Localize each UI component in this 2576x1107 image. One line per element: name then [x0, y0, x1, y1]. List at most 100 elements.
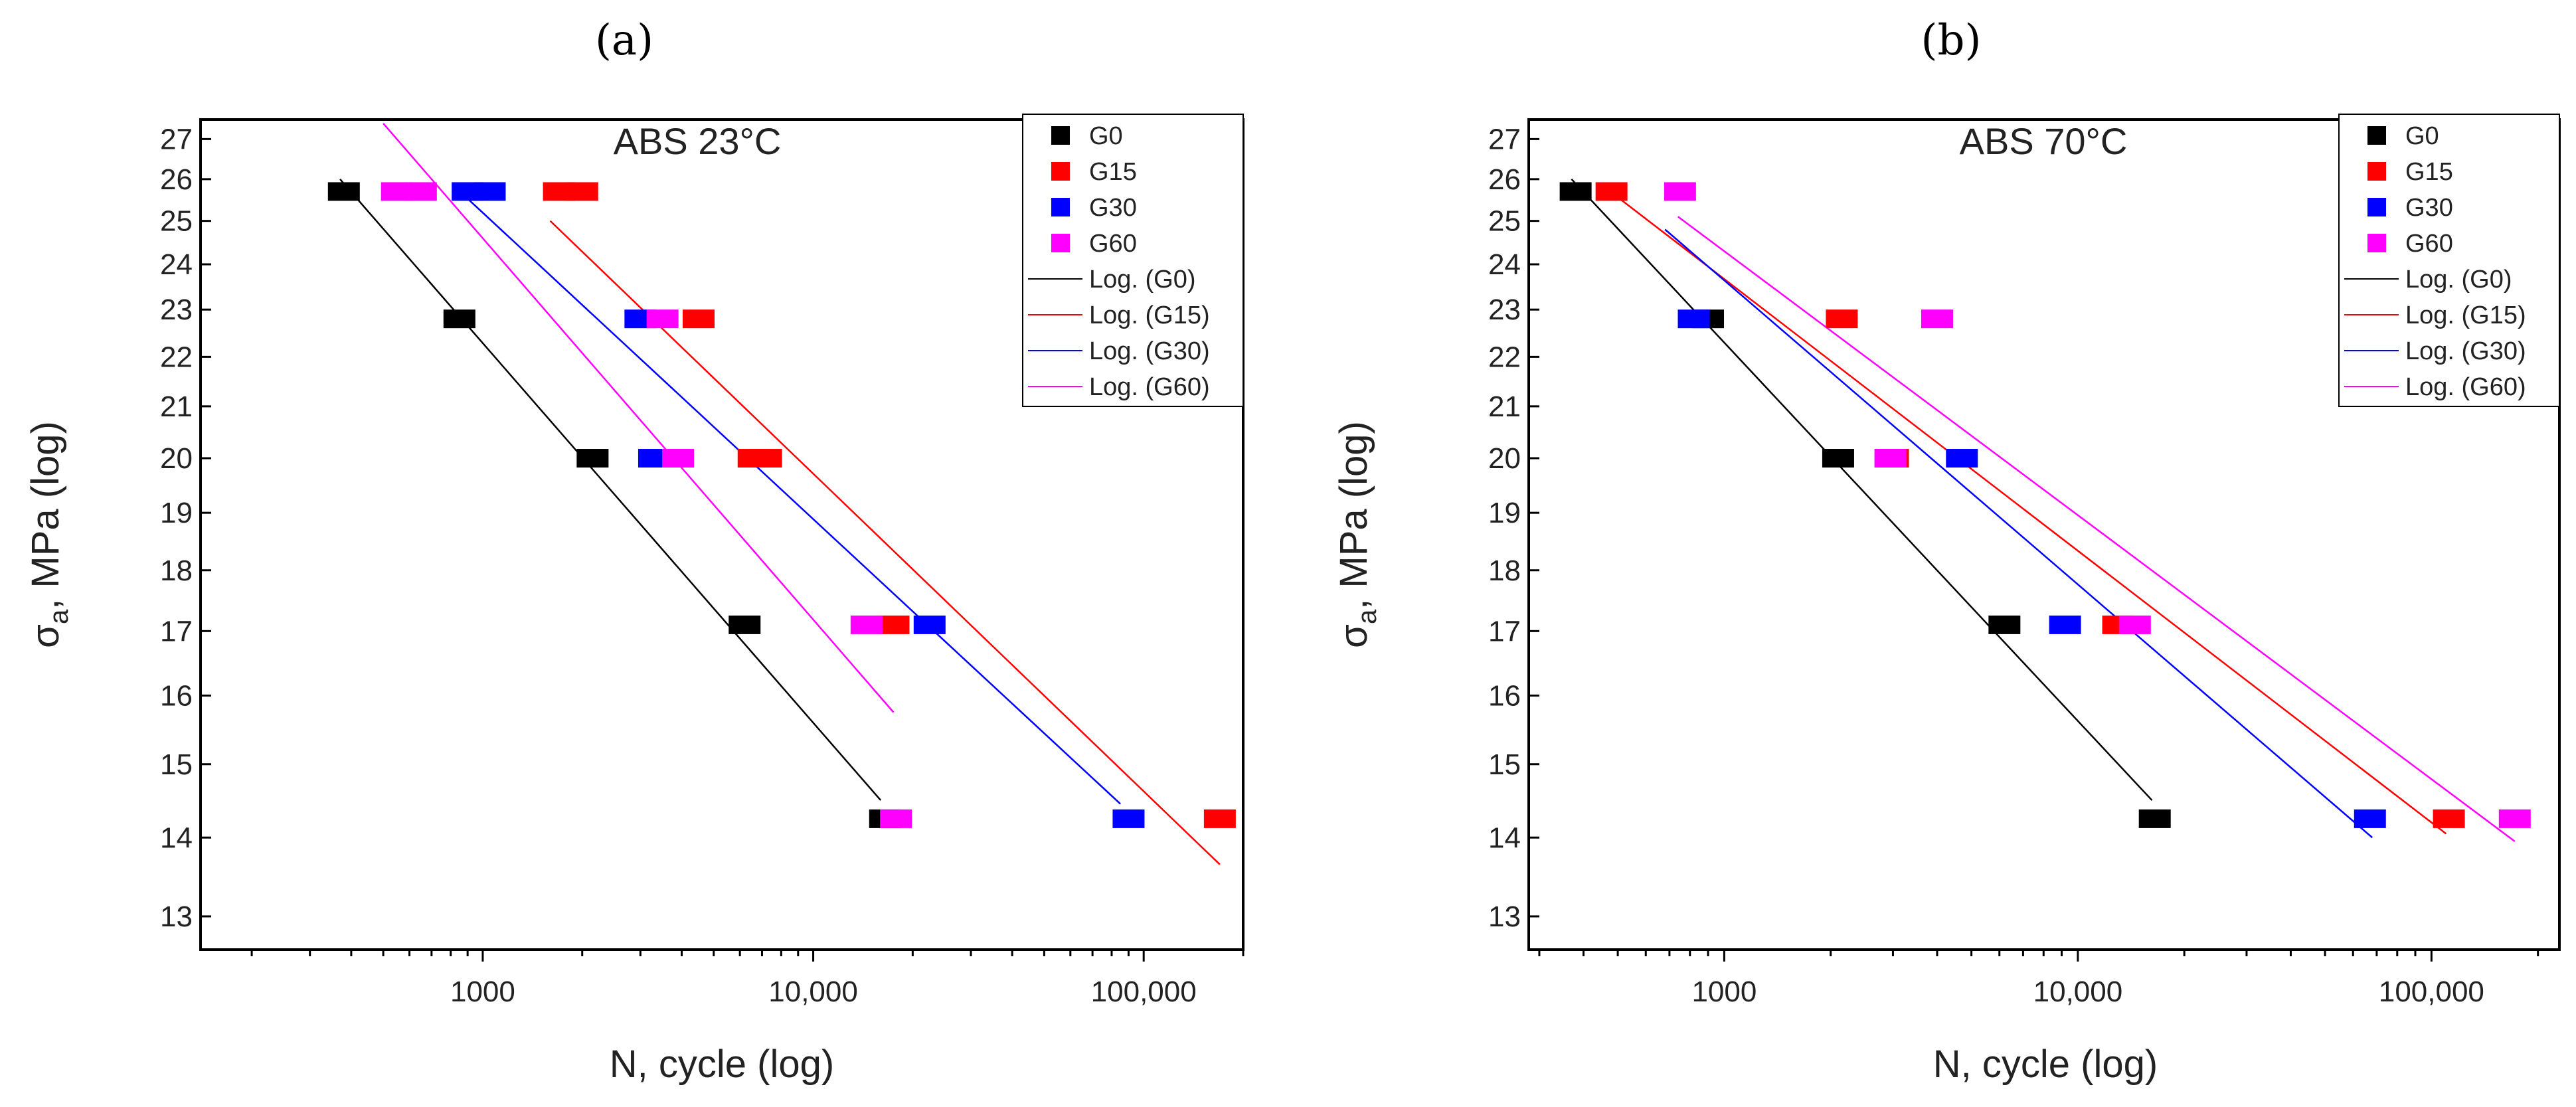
point-g30	[2049, 615, 2081, 634]
y-tick-label: 19	[160, 497, 193, 529]
point-g30	[1112, 809, 1145, 828]
legend-marker-g30	[2367, 198, 2386, 216]
legend-label-log-g0: Log. (G0)	[1089, 266, 1196, 294]
y-tick-label: 17	[1488, 615, 1521, 647]
legend-marker-g15	[2367, 162, 2386, 181]
point-g60	[1921, 309, 1953, 329]
point-g0	[2138, 809, 2171, 828]
trendline-log-g0	[339, 179, 882, 801]
data-points	[1559, 182, 2531, 828]
trendline-log-g60	[1677, 216, 2516, 842]
y-tick-label: 15	[160, 748, 193, 781]
y-tick-label: 21	[160, 390, 193, 423]
y-tick-label: 18	[1488, 554, 1521, 587]
y-tick-label: 20	[1488, 442, 1521, 475]
x-tick-label: 1000	[450, 976, 515, 1008]
point-g0	[1559, 182, 1592, 201]
y-tick-label: 16	[1488, 679, 1521, 712]
legend-label-g0: G0	[1089, 122, 1123, 150]
y-tick-label: 14	[1488, 821, 1521, 854]
trendline-log-g30	[1664, 228, 2373, 839]
legend-marker-g0	[2367, 126, 2386, 145]
point-g0	[576, 449, 609, 468]
y-tick-label: 13	[1488, 900, 1521, 933]
sigma-symbol: σ	[24, 624, 67, 648]
point-g0	[729, 615, 761, 634]
trendline-log-g60	[383, 123, 895, 713]
y-tick-label: 19	[1488, 497, 1521, 529]
y-tick-label: 24	[160, 248, 193, 281]
legend-label-log-g15: Log. (G15)	[2405, 301, 2526, 329]
legend-marker-g30	[1051, 198, 1070, 216]
point-g60	[1874, 449, 1907, 468]
point-g60	[2498, 809, 2531, 828]
point-g30	[913, 615, 946, 634]
point-g60	[850, 615, 883, 634]
y-tick-label: 27	[1488, 123, 1521, 155]
point-g60	[2118, 615, 2151, 634]
y-axis-title-rest: , MPa (log)	[24, 421, 67, 610]
legend-label-g30: G30	[2405, 194, 2453, 222]
y-tick-label: 26	[160, 163, 193, 196]
point-g15	[750, 449, 782, 468]
point-g0	[1988, 615, 2021, 634]
trendline-log-g30	[464, 195, 1121, 805]
legend-label-g15: G15	[1089, 158, 1137, 186]
y-tick-label: 17	[160, 615, 193, 647]
y-tick-label: 27	[160, 123, 193, 155]
trendlines	[1571, 178, 2516, 842]
point-g30	[2354, 809, 2386, 828]
legend-marker-g0	[1051, 126, 1070, 145]
y-tick-label: 22	[1488, 341, 1521, 373]
panel-label: (b)	[1921, 16, 1982, 65]
legend-label-g30: G30	[1089, 194, 1137, 222]
y-tick-label: 25	[160, 205, 193, 238]
y-tick-label: 20	[160, 442, 193, 475]
legend-label-g60: G60	[2405, 230, 2453, 258]
trendline-log-g15	[1604, 187, 2447, 835]
legend-label-log-g15: Log. (G15)	[1089, 301, 1210, 329]
legend-label-log-g60: Log. (G60)	[1089, 373, 1210, 401]
point-g15	[566, 182, 598, 201]
x-tick-label: 100,000	[1091, 976, 1197, 1008]
y-tick-label: 23	[160, 294, 193, 326]
point-g0	[327, 182, 360, 201]
point-g60	[646, 309, 679, 329]
y-tick-label: 13	[160, 900, 193, 933]
legend-marker-g15	[1051, 162, 1070, 181]
y-tick-label: 25	[1488, 205, 1521, 238]
point-g15	[1203, 809, 1236, 828]
legend-label-log-g60: Log. (G60)	[2405, 373, 2526, 401]
x-axis: 1000 10,000 100,000	[250, 950, 1245, 1008]
y-tick-label: 21	[1488, 390, 1521, 423]
point-g60	[880, 809, 912, 828]
point-g60	[1664, 182, 1696, 201]
legend: G0 G15 G30 G60 Log. (G0) Log. (G15) Log.…	[1022, 114, 1244, 407]
point-g15	[682, 309, 715, 329]
sigma-symbol: σ	[1332, 624, 1375, 648]
point-g15	[1595, 182, 1628, 201]
x-tick-label: 100,000	[2379, 976, 2484, 1008]
x-axis: 1000 10,000 100,000	[1538, 950, 2539, 1008]
legend-label-log-g0: Log. (G0)	[2405, 266, 2512, 294]
point-g15	[2433, 809, 2465, 828]
x-tick-label: 1000	[1691, 976, 1757, 1008]
legend-label-log-g30: Log. (G30)	[2405, 337, 2526, 365]
x-tick-label: 10,000	[768, 976, 858, 1008]
legend-marker-g60	[1051, 234, 1070, 252]
panel-label: (a)	[595, 16, 653, 65]
y-tick-label: 26	[1488, 163, 1521, 196]
point-g30	[473, 182, 506, 201]
y-tick-label: 24	[1488, 248, 1521, 281]
y-tick-label: 23	[1488, 294, 1521, 326]
y-tick-label: 14	[160, 821, 193, 854]
legend-label-log-g30: Log. (G30)	[1089, 337, 1210, 365]
y-tick-label: 16	[160, 679, 193, 712]
point-g60	[662, 449, 695, 468]
point-g0	[1822, 449, 1854, 468]
point-g60	[404, 182, 437, 201]
x-axis-title: N, cycle (log)	[610, 1043, 834, 1086]
